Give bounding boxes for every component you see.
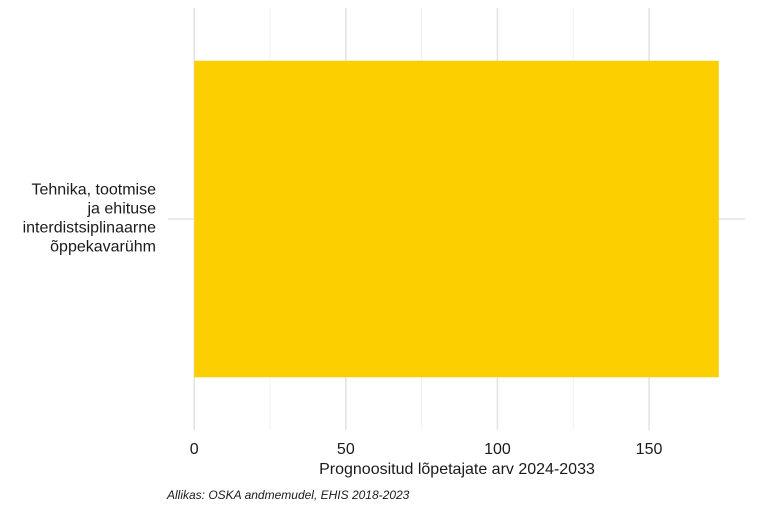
x-tick-label: 150: [636, 441, 663, 458]
x-tick-label: 50: [337, 441, 355, 458]
bar: [194, 60, 719, 378]
x-axis-title: Prognoositud lõpetajate arv 2024-2033: [319, 461, 595, 478]
caption: Allikas: OSKA andmemudel, EHIS 2018-2023: [166, 488, 410, 502]
x-tick-label: 100: [484, 441, 511, 458]
x-tick-label: 0: [190, 441, 199, 458]
y-tick-label: Tehnika, tootmise ja ehituse interdistsipl…: [23, 182, 157, 256]
